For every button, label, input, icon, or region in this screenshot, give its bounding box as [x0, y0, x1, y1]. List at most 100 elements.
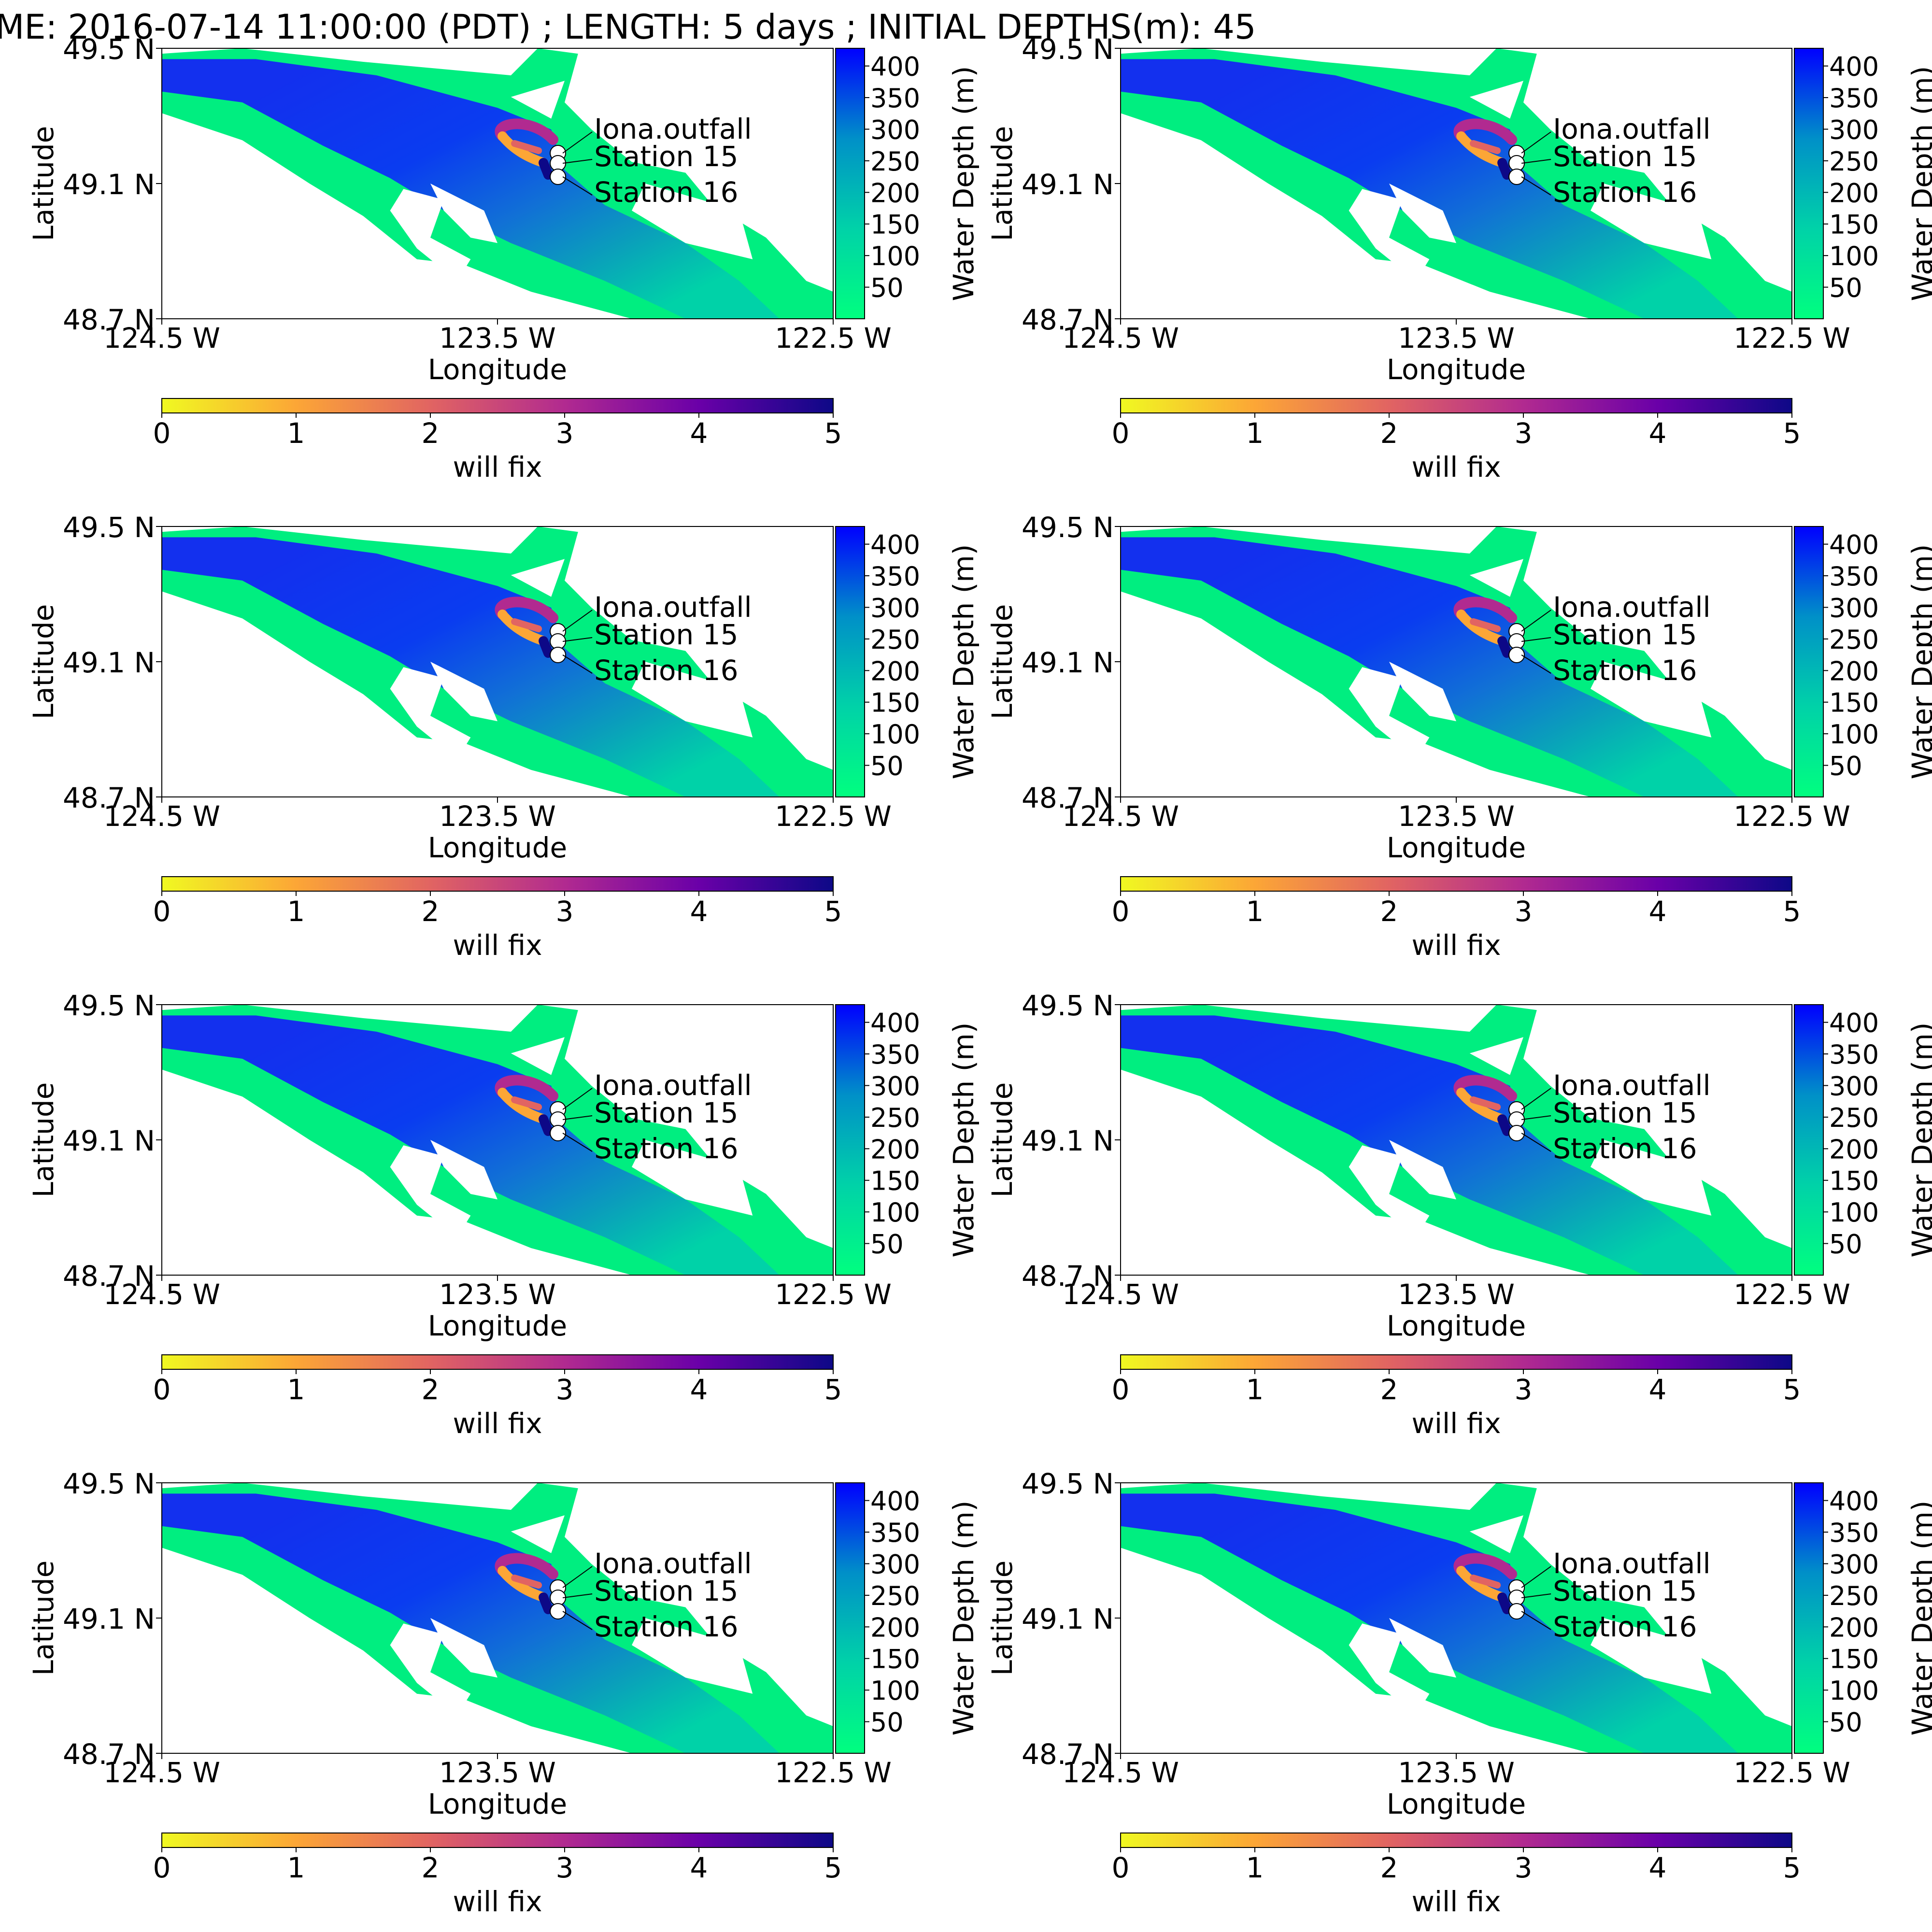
land-island-2 [430, 662, 497, 722]
depth-tick-label: 400 [1829, 1008, 1879, 1038]
depth-tick-label: 150 [870, 688, 920, 718]
station-marker [550, 1125, 567, 1141]
depth-tick-label: 400 [870, 1486, 920, 1517]
station-label: Iona.outfall [1553, 1069, 1711, 1102]
time-tick-label: 2 [422, 417, 440, 450]
lon-tick-label: 123.5 W [1398, 322, 1515, 355]
time-colorbar: 0 1 2 3 4 5 will fix [1112, 1833, 1801, 1918]
land-island-3 [1591, 662, 1712, 738]
depth-tick-label: 300 [1829, 1549, 1879, 1579]
particle-tracks [495, 118, 559, 180]
depth-colorbar-fill [1794, 48, 1824, 319]
lat-tick-label: 49.1 N [63, 646, 155, 679]
y-axis-label: Latitude [986, 1561, 1019, 1676]
x-axis-label: Longitude [1387, 831, 1526, 864]
depth-tick-label: 150 [1829, 1644, 1879, 1675]
land-island-1 [390, 1623, 471, 1716]
land-island-4 [511, 81, 565, 119]
lon-tick-label: 123.5 W [1398, 800, 1515, 833]
station-leader-line [1521, 131, 1551, 154]
time-tick-label: 0 [1112, 1851, 1130, 1884]
time-tick-label: 4 [1649, 1851, 1667, 1884]
land-island-3 [1591, 184, 1712, 259]
depth-tick-label: 350 [1829, 561, 1879, 592]
time-tick-label: 3 [1515, 1373, 1533, 1406]
lon-tick-label: 123.5 W [439, 1278, 556, 1311]
track-segment [1456, 131, 1507, 168]
depth-tick-label: 50 [870, 273, 904, 303]
depth-tick-label: 50 [870, 1229, 904, 1260]
depth-tick-label: 100 [1829, 1676, 1879, 1706]
depth-colorbar-label: Water Depth (m) [947, 66, 980, 301]
depth-colorbar-label: Water Depth (m) [1906, 66, 1932, 301]
station-label: Station 16 [1553, 1132, 1697, 1165]
time-colorbar-label: will fix [453, 929, 542, 962]
depth-colorbar-fill [835, 526, 865, 797]
time-tick-label: 1 [287, 417, 305, 450]
time-tick-label: 1 [287, 1373, 305, 1406]
land-island-1 [1349, 189, 1430, 281]
depth-colorbar-label: Water Depth (m) [1906, 544, 1932, 780]
depth-tick-label: 300 [870, 593, 920, 623]
station-label: Iona.outfall [1553, 1547, 1711, 1580]
lat-tick-label: 48.7 N [63, 1260, 155, 1293]
station-marker [550, 647, 567, 663]
track-segment [497, 131, 549, 168]
lat-tick-label: 48.7 N [63, 303, 155, 336]
time-tick-label: 4 [690, 417, 708, 450]
track-segment [1456, 1566, 1507, 1602]
time-tick-label: 3 [1515, 895, 1533, 928]
depth-tick-label: 50 [1829, 751, 1862, 781]
station-leader-line [562, 1115, 593, 1120]
lon-tick-label: 122.5 W [1733, 1278, 1850, 1311]
depth-tick-label: 350 [870, 1039, 920, 1070]
track-segment [539, 636, 554, 658]
time-tick-label: 3 [556, 895, 574, 928]
time-colorbar-label: will fix [1411, 929, 1501, 962]
lon-tick-label: 122.5 W [775, 322, 892, 355]
time-colorbar-fill [161, 1833, 834, 1848]
time-colorbar: 0 1 2 3 4 5 will fix [1112, 398, 1801, 483]
figure-suptitle: ME: 2016-07-14 11:00:00 (PDT) ; LENGTH: … [0, 7, 1256, 47]
time-tick-label: 3 [556, 417, 574, 450]
land-island-2 [430, 1140, 497, 1200]
land-island-4 [511, 1037, 565, 1075]
x-axis-label: Longitude [428, 1788, 567, 1820]
time-tick-label: 5 [824, 1851, 842, 1884]
track-segment [1470, 618, 1501, 632]
depth-colorbar-label: Water Depth (m) [1906, 1023, 1932, 1258]
land-island-2 [430, 184, 497, 243]
land-island-1 [1349, 1145, 1430, 1237]
station-label: Station 16 [1553, 176, 1697, 209]
depth-tick-label: 400 [1829, 530, 1879, 560]
deep-water-channel [162, 537, 780, 797]
lat-tick-label: 49.1 N [63, 168, 155, 201]
depth-tick-label: 300 [870, 114, 920, 145]
land-island-1 [1349, 667, 1430, 759]
station-leader-line [1521, 176, 1551, 196]
deep-water-channel [1121, 1493, 1738, 1753]
depth-colorbar-label: Water Depth (m) [1906, 1501, 1932, 1736]
station-label: Station 16 [1553, 654, 1697, 687]
time-tick-label: 0 [153, 1373, 171, 1406]
station-label: Station 15 [594, 1096, 738, 1129]
time-colorbar-fill [1120, 1833, 1792, 1848]
land-island-1 [390, 667, 471, 759]
time-tick-label: 4 [1649, 417, 1667, 450]
time-tick-label: 2 [1380, 895, 1398, 928]
station-leader-line [1521, 159, 1551, 164]
depth-tick-label: 350 [870, 561, 920, 592]
depth-tick-label: 100 [870, 1197, 920, 1228]
land-island-2 [1389, 662, 1456, 722]
depth-tick-label: 400 [870, 1008, 920, 1038]
time-tick-label: 1 [1246, 1373, 1264, 1406]
track-segment [511, 1575, 542, 1589]
track-segment [1497, 1592, 1512, 1614]
lon-tick-label: 124.5 W [1062, 322, 1179, 355]
depth-tick-label: 200 [1829, 656, 1879, 686]
